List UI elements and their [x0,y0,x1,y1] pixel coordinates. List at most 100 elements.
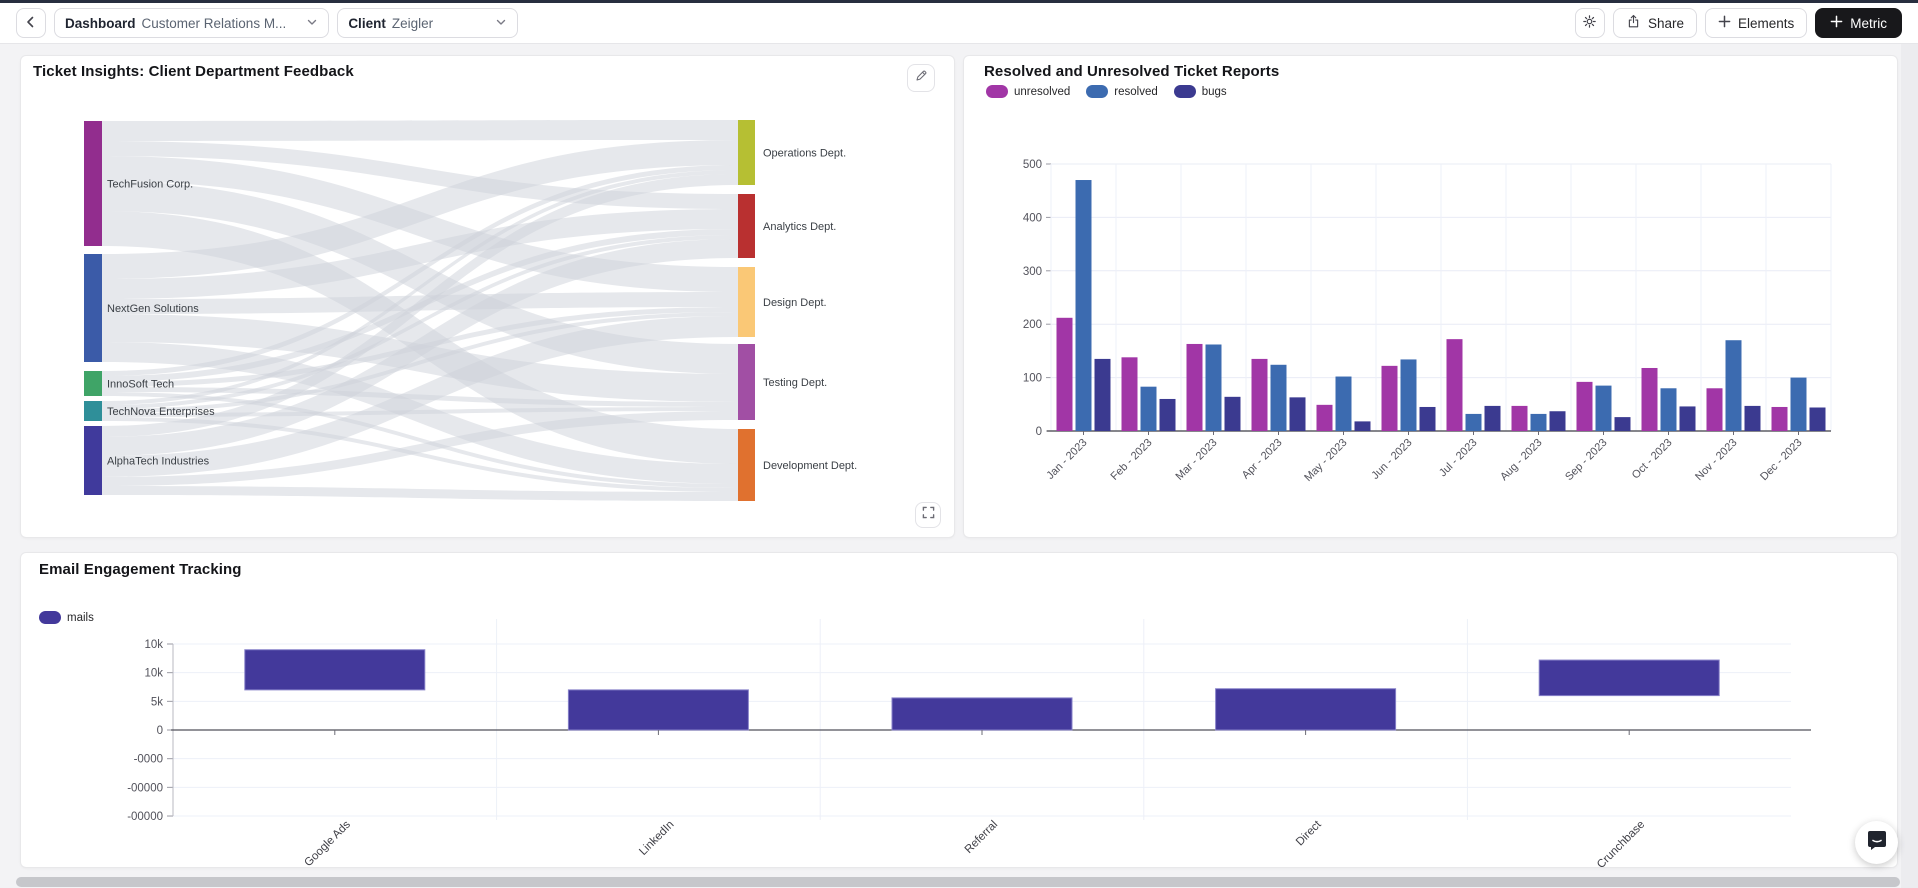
edit-button[interactable] [907,64,935,92]
sankey-source-node[interactable] [84,254,102,362]
bar-resolved[interactable] [1075,180,1092,431]
sankey-source-node[interactable] [84,401,102,421]
bar-unresolved[interactable] [1446,339,1463,431]
bar-mails[interactable] [891,697,1073,731]
sankey-link[interactable] [102,156,738,292]
share-button[interactable]: Share [1612,8,1697,38]
sankey-source-node[interactable] [84,426,102,495]
bar-unresolved[interactable] [1251,358,1268,431]
dashboard-select[interactable]: Dashboard Customer Relations M... [54,8,330,38]
metric-button[interactable]: Metric [1815,8,1902,38]
email-bar-chart: 10k 10k 5k 0 -0000 -00000 -00000 Google Ads Link… [127,619,1811,867]
x-tick-label: Dec - 2023 [1758,437,1805,484]
bar-bugs[interactable] [1679,406,1696,431]
sankey-source-node[interactable] [84,121,102,246]
bar-unresolved[interactable] [1511,405,1528,431]
sankey-link[interactable] [102,312,738,413]
plus-icon [1830,15,1843,31]
y-tick-label: 200 [1023,319,1042,331]
bar-resolved[interactable] [1595,385,1612,431]
sankey-link[interactable] [102,411,738,486]
bar-bugs[interactable] [1354,421,1371,431]
bar-bugs[interactable] [1744,405,1761,431]
share-button-label: Share [1647,15,1684,31]
bar-bugs[interactable] [1224,396,1241,431]
vertical-scrollbar-track[interactable] [1901,44,1918,888]
bar-bugs[interactable] [1289,397,1306,431]
sankey-target-node[interactable] [738,267,755,337]
y-tick-label: 500 [1023,159,1042,171]
bar-resolved[interactable] [1335,376,1352,431]
bar-unresolved[interactable] [1121,357,1138,431]
bar-bugs[interactable] [1094,358,1111,431]
bar-unresolved[interactable] [1186,343,1203,431]
chat-widget-button[interactable] [1855,821,1898,864]
sankey-link[interactable] [102,211,738,464]
sankey-target-node[interactable] [738,344,755,420]
expand-button[interactable] [915,502,941,528]
x-tick-label: LinkedIn [637,819,676,858]
bar-resolved[interactable] [1530,413,1547,431]
bar-bugs[interactable] [1484,405,1501,431]
sankey-target-node[interactable] [738,120,755,185]
email-legend: mails [39,611,94,624]
bar-resolved[interactable] [1270,364,1287,431]
legend-item-resolved[interactable]: resolved [1086,85,1158,98]
bar-resolved[interactable] [1790,377,1807,431]
sankey-link[interactable] [102,209,738,299]
sankey-target-node[interactable] [738,194,755,258]
bar-resolved[interactable] [1465,413,1482,431]
bar-mails[interactable] [1538,659,1720,697]
bar-bugs[interactable] [1549,411,1566,431]
sankey-link[interactable] [102,417,738,492]
fullscreen-icon [922,506,935,524]
bar-bugs[interactable] [1809,407,1826,431]
legend-item-mails[interactable]: mails [39,611,94,624]
sankey-target-label: Testing Dept. [763,377,827,389]
sankey-link[interactable] [102,165,738,376]
sankey-link[interactable] [102,486,738,501]
bar-mails[interactable] [244,649,426,691]
sankey-link[interactable] [102,181,738,374]
bar-bugs[interactable] [1419,406,1436,431]
bar-resolved[interactable] [1205,344,1222,431]
bar-unresolved[interactable] [1641,367,1658,431]
settings-button[interactable] [1574,8,1605,38]
sankey-link[interactable] [102,170,738,405]
x-tick-label: Aug - 2023 [1498,437,1545,484]
bar-unresolved[interactable] [1706,388,1723,431]
sankey-source-node[interactable] [84,371,102,396]
sankey-link[interactable] [102,316,738,477]
bar-unresolved[interactable] [1576,381,1593,431]
horizontal-scrollbar-thumb[interactable] [16,877,1900,887]
bar-resolved[interactable] [1140,386,1157,431]
sankey-link[interactable] [102,407,738,417]
back-button[interactable] [16,8,46,38]
client-select[interactable]: Client Zeigler [337,8,519,38]
bar-unresolved[interactable] [1771,406,1788,431]
elements-button[interactable]: Elements [1704,8,1808,38]
bar-resolved[interactable] [1725,340,1742,431]
legend-item-unresolved[interactable]: unresolved [986,85,1070,98]
bar-bugs[interactable] [1159,398,1176,431]
sankey-link[interactable] [102,141,738,209]
sankey-link[interactable] [102,174,738,437]
sankey-target-node[interactable] [738,429,755,501]
sankey-link[interactable] [102,239,738,456]
bar-bugs[interactable] [1614,417,1631,431]
sankey-link[interactable] [102,392,738,488]
bar-unresolved[interactable] [1056,317,1073,431]
sankey-link[interactable] [102,140,738,279]
legend-item-bugs[interactable]: bugs [1173,85,1227,98]
bar-resolved[interactable] [1400,359,1417,431]
sankey-link[interactable] [102,235,738,409]
sankey-link[interactable] [102,120,738,141]
bar-mails[interactable] [1215,688,1397,731]
bar-unresolved[interactable] [1316,404,1333,431]
bar-unresolved[interactable] [1381,365,1398,431]
legend-label: bugs [1201,85,1227,98]
bar-mails[interactable] [567,689,749,731]
bar-resolved[interactable] [1660,388,1677,431]
x-tick-label: Nov - 2023 [1693,437,1740,484]
sankey-link[interactable] [102,314,738,402]
